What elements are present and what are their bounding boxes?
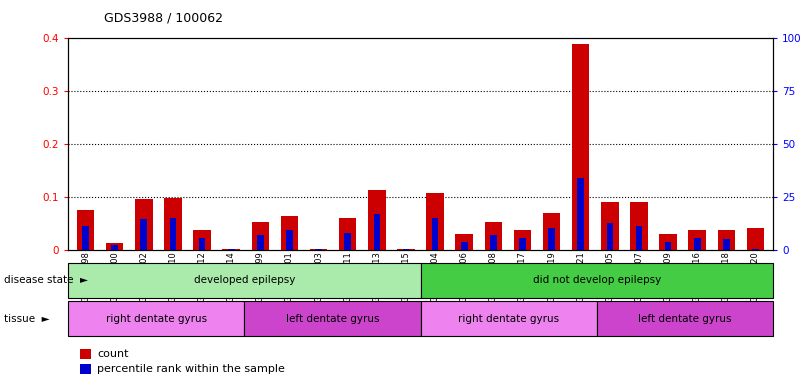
Bar bbox=[630, 202, 648, 250]
Bar bbox=[421, 301, 597, 336]
Bar bbox=[135, 199, 152, 250]
Bar bbox=[83, 226, 89, 250]
Bar bbox=[601, 202, 618, 250]
Text: left dentate gyrus: left dentate gyrus bbox=[286, 314, 379, 324]
Bar bbox=[421, 263, 773, 298]
Bar bbox=[578, 178, 584, 250]
Text: count: count bbox=[97, 349, 128, 359]
Bar bbox=[456, 234, 473, 250]
Bar bbox=[223, 248, 240, 250]
Bar bbox=[403, 249, 409, 250]
Bar bbox=[397, 248, 415, 250]
Bar bbox=[252, 222, 269, 250]
Bar bbox=[659, 234, 677, 250]
Bar bbox=[199, 238, 205, 250]
Bar bbox=[461, 242, 468, 250]
Bar bbox=[597, 301, 773, 336]
Bar bbox=[316, 249, 322, 250]
Bar bbox=[193, 230, 211, 250]
Bar bbox=[572, 44, 590, 250]
Text: tissue  ►: tissue ► bbox=[4, 314, 50, 324]
Bar bbox=[373, 214, 380, 250]
Text: right dentate gyrus: right dentate gyrus bbox=[458, 314, 559, 324]
Text: disease state  ►: disease state ► bbox=[4, 275, 88, 285]
Bar bbox=[752, 248, 759, 250]
Bar bbox=[68, 301, 244, 336]
Text: GDS3988 / 100062: GDS3988 / 100062 bbox=[104, 12, 223, 25]
Bar bbox=[548, 228, 555, 250]
Bar bbox=[227, 249, 235, 250]
Bar bbox=[68, 263, 421, 298]
Bar bbox=[426, 193, 444, 250]
Bar bbox=[485, 222, 502, 250]
Bar bbox=[140, 219, 147, 250]
Bar bbox=[723, 239, 730, 250]
Bar bbox=[244, 301, 421, 336]
Bar bbox=[513, 230, 531, 250]
Bar bbox=[543, 213, 561, 250]
Bar bbox=[280, 216, 298, 250]
Bar bbox=[257, 235, 264, 250]
Bar bbox=[665, 242, 671, 250]
Bar bbox=[747, 228, 764, 250]
Bar bbox=[111, 245, 118, 250]
Bar bbox=[310, 248, 328, 250]
Text: left dentate gyrus: left dentate gyrus bbox=[638, 314, 731, 324]
Bar bbox=[694, 238, 701, 250]
Text: percentile rank within the sample: percentile rank within the sample bbox=[97, 364, 285, 374]
Bar bbox=[164, 198, 182, 250]
Text: developed epilepsy: developed epilepsy bbox=[194, 275, 295, 285]
Bar bbox=[519, 238, 525, 250]
Bar bbox=[606, 223, 614, 250]
Bar bbox=[106, 243, 123, 250]
Bar bbox=[339, 218, 356, 250]
Bar bbox=[432, 218, 438, 250]
Bar bbox=[490, 235, 497, 250]
Bar bbox=[718, 230, 735, 250]
Bar bbox=[344, 233, 351, 250]
Text: right dentate gyrus: right dentate gyrus bbox=[106, 314, 207, 324]
Bar bbox=[286, 230, 293, 250]
Bar bbox=[77, 210, 95, 250]
Bar bbox=[368, 190, 385, 250]
Bar bbox=[170, 218, 176, 250]
Text: did not develop epilepsy: did not develop epilepsy bbox=[533, 275, 661, 285]
Bar bbox=[689, 230, 706, 250]
Bar bbox=[636, 226, 642, 250]
